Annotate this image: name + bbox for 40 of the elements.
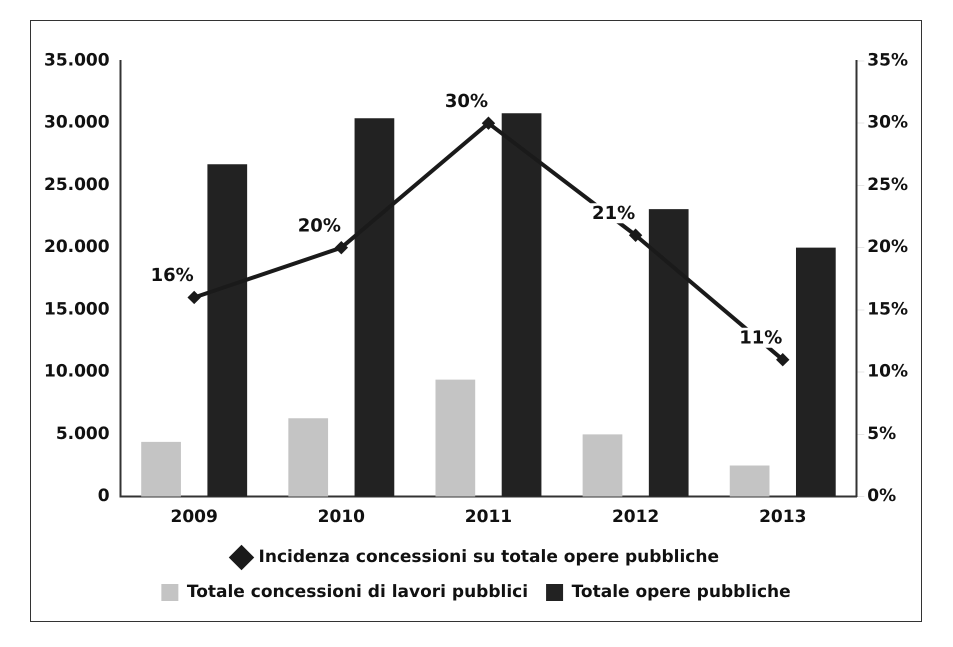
point: [629, 228, 642, 242]
x-tick-label: 2009: [170, 507, 218, 528]
legend-label: Incidenza concessioni su totale opere pubbliche: [258, 546, 719, 567]
bar: [288, 418, 328, 497]
y2-tick-label: 30%: [867, 112, 908, 133]
y2-tick-label: 5%: [867, 424, 896, 444]
y-tick-label: 25.000: [44, 174, 110, 195]
y-tick-label: 35.000: [44, 50, 110, 70]
y-tick-label: 0: [98, 486, 110, 506]
y2-tick-label: 15%: [867, 299, 908, 320]
x-tick-label: 2013: [759, 507, 806, 528]
bar: [141, 442, 181, 497]
legend-label: Totale opere pubbliche: [572, 582, 791, 602]
bar: [435, 380, 476, 497]
bar: [730, 465, 770, 497]
bar: [582, 434, 622, 497]
point: [482, 116, 495, 130]
legend-label: Totale concessioni di lavori pubblici: [186, 582, 528, 602]
y2-tick-label: 0%: [867, 486, 896, 506]
y2-tick-label: 20%: [867, 237, 908, 258]
x-tick-label: 2010: [318, 507, 366, 528]
x-tick-label: 2011: [464, 507, 512, 528]
data-label: 11%: [739, 327, 782, 348]
data-label: 21%: [592, 202, 636, 224]
point: [188, 290, 201, 304]
y2-tick-label: 10%: [867, 362, 908, 382]
data-label: 16%: [150, 265, 194, 286]
y-tick-label: 5.000: [56, 424, 110, 444]
y-tick-label: 20.000: [44, 237, 110, 258]
y-tick-label: 10.000: [44, 362, 110, 382]
y-tick-label: 30.000: [44, 112, 110, 133]
y-tick-label: 15.000: [44, 299, 110, 320]
point: [776, 353, 790, 366]
bar: [796, 248, 836, 497]
y2-tick-label: 35%: [867, 50, 908, 70]
y2-tick-label: 25%: [867, 174, 908, 195]
point: [334, 241, 348, 254]
x-tick-label: 2012: [612, 507, 660, 528]
data-label: 20%: [298, 215, 341, 236]
data-label: 30%: [444, 90, 488, 112]
